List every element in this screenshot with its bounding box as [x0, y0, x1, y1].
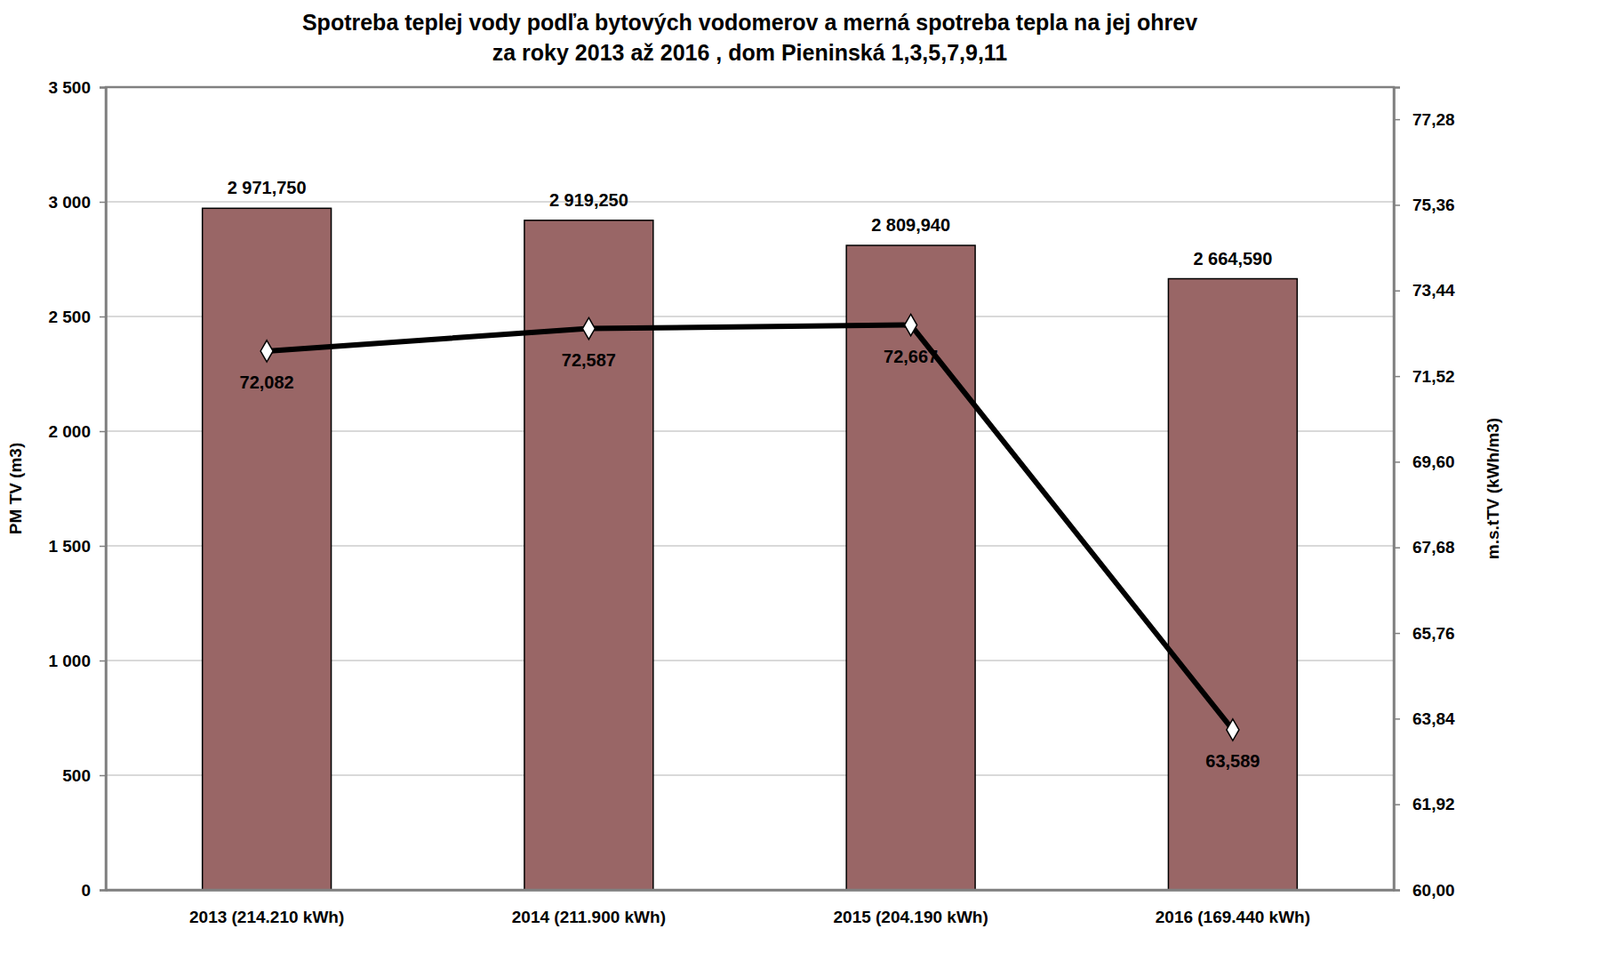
- tick: 69,60: [1393, 452, 1456, 472]
- tick-label: 77,28: [1412, 110, 1456, 129]
- axis-line: [1394, 88, 1401, 891]
- tick-mark: [99, 775, 106, 777]
- tick: 2014 (211.900 kWh): [512, 889, 666, 927]
- y2-axis-title: m.s.tTV (kWh/m3): [1483, 417, 1503, 560]
- tick: 73,44: [1393, 280, 1456, 300]
- tick-label: 65,76: [1412, 624, 1456, 643]
- tick-label: 75,36: [1412, 195, 1456, 215]
- tick-mark: [1393, 546, 1400, 549]
- tick-label: 3 500: [48, 78, 91, 97]
- tick: 2 000: [48, 422, 106, 441]
- tick-label: 2 000: [48, 422, 91, 441]
- tick: 67,68: [1393, 537, 1456, 557]
- tick-mark: [1393, 204, 1400, 207]
- tick: 77,28: [1393, 110, 1456, 129]
- tick: 65,76: [1393, 624, 1456, 643]
- tick-label: 3 000: [48, 192, 91, 212]
- tick: 75,36: [1393, 195, 1456, 215]
- chart-title: Spotreba teplej vody podľa bytových vodo…: [302, 9, 1198, 65]
- tick-mark: [99, 431, 106, 433]
- data-label: 2 919,250: [549, 190, 629, 210]
- tick: 1 000: [48, 651, 106, 671]
- chart: Spotreba teplej vody podľa bytových vodo…: [0, 0, 1600, 969]
- data-label: 2 971,750: [227, 177, 307, 198]
- grid: [105, 87, 1394, 890]
- tick-mark: [99, 201, 106, 204]
- bar: [1168, 279, 1297, 890]
- tick-label: 60,00: [1412, 880, 1456, 900]
- tick-mark: [99, 545, 106, 548]
- plot: 2 971,750 2 919,250 2 809,940 2 664,590 72,0…: [48, 78, 1456, 928]
- tick: 1 500: [48, 536, 106, 556]
- tick-label: 2014 (211.900 kWh): [512, 907, 666, 927]
- plot-frame: [105, 87, 1394, 890]
- tick: 71,52: [1393, 367, 1456, 386]
- tick: 2015 (204.190 kWh): [832, 889, 988, 927]
- marker: [582, 317, 595, 339]
- grid-line: [105, 888, 1394, 890]
- tick-mark: [1393, 290, 1400, 293]
- tick-mark: [1393, 889, 1400, 892]
- title-line: Spotreba teplej vody podľa bytových vodo…: [302, 9, 1198, 35]
- tick-mark: [1393, 632, 1400, 635]
- marker: [904, 313, 918, 336]
- data-label: 2 664,590: [1192, 248, 1272, 269]
- tick-mark: [99, 87, 106, 89]
- tick-mark: [1393, 803, 1400, 806]
- data-label: 72,587: [561, 350, 616, 370]
- y2-axis: 60,00 61,92 63,84 65,76 67,68 69,60 71,52 73,44…: [1393, 88, 1456, 900]
- tick-label: 1 500: [48, 536, 91, 556]
- tick-label: 71,52: [1412, 367, 1456, 386]
- marker: [260, 340, 273, 362]
- tick-label: 2 500: [48, 307, 91, 327]
- tick-label: 73,44: [1412, 280, 1456, 300]
- y-axis: 0 500 1 000 1 500 2 000 2 500 3 000 3 500: [48, 78, 106, 900]
- tick-label: 1 000: [48, 651, 91, 671]
- data-label: 2 809,940: [871, 215, 951, 235]
- tick: 60,00: [1393, 880, 1456, 900]
- tick-mark: [1393, 119, 1400, 121]
- tick: 3 500: [48, 78, 106, 97]
- tick-mark: [99, 660, 106, 663]
- tick-label: 500: [62, 766, 91, 785]
- tick-mark: [1393, 461, 1400, 464]
- bar: [202, 208, 332, 890]
- tick-label: 61,92: [1412, 794, 1456, 814]
- y-axis-title: PM TV (m3): [6, 442, 25, 535]
- tick-label: 2016 (169.440 kWh): [1155, 907, 1311, 927]
- data-labels: 2 971,750 2 919,250 2 809,940 2 664,590 72,0…: [227, 177, 1273, 771]
- title-line: za roky 2013 až 2016 , dom Pieninská 1,3…: [492, 40, 1008, 65]
- tick-mark: [99, 889, 106, 892]
- tick: 3 000: [48, 192, 106, 212]
- tick-label: 0: [80, 880, 91, 900]
- tick-mark: [1393, 718, 1400, 720]
- data-label: 72,082: [240, 372, 295, 392]
- marker: [1226, 719, 1240, 741]
- tick-label: 69,60: [1412, 452, 1456, 472]
- tick: 2013 (214.210 kWh): [189, 889, 344, 927]
- tick: 0: [80, 880, 106, 900]
- tick-label: 67,68: [1412, 537, 1456, 557]
- axis-line: [99, 88, 107, 891]
- line: [266, 325, 1233, 730]
- tick-label: 2015 (204.190 kWh): [832, 907, 988, 927]
- tick: 63,84: [1393, 709, 1456, 728]
- bar: [524, 220, 654, 890]
- tick-mark: [1393, 376, 1400, 378]
- data-label: 63,589: [1205, 751, 1260, 771]
- marks: [202, 208, 1298, 890]
- axis-line: [106, 888, 1395, 892]
- plot-background: [105, 87, 1394, 890]
- x-axis: 2013 (214.210 kWh) 2014 (211.900 kWh) 2015…: [106, 889, 1395, 927]
- bar: [846, 245, 976, 890]
- tick: 61,92: [1393, 794, 1456, 814]
- tick: 2 500: [48, 307, 106, 327]
- tick: 500: [62, 766, 106, 785]
- data-label: 72,667: [883, 346, 938, 367]
- tick-label: 63,84: [1412, 709, 1456, 728]
- grid-line: [105, 200, 1394, 202]
- tick: 2016 (169.440 kWh): [1155, 889, 1311, 927]
- tick-label: 2013 (214.210 kWh): [189, 907, 344, 927]
- tick-mark: [99, 316, 106, 319]
